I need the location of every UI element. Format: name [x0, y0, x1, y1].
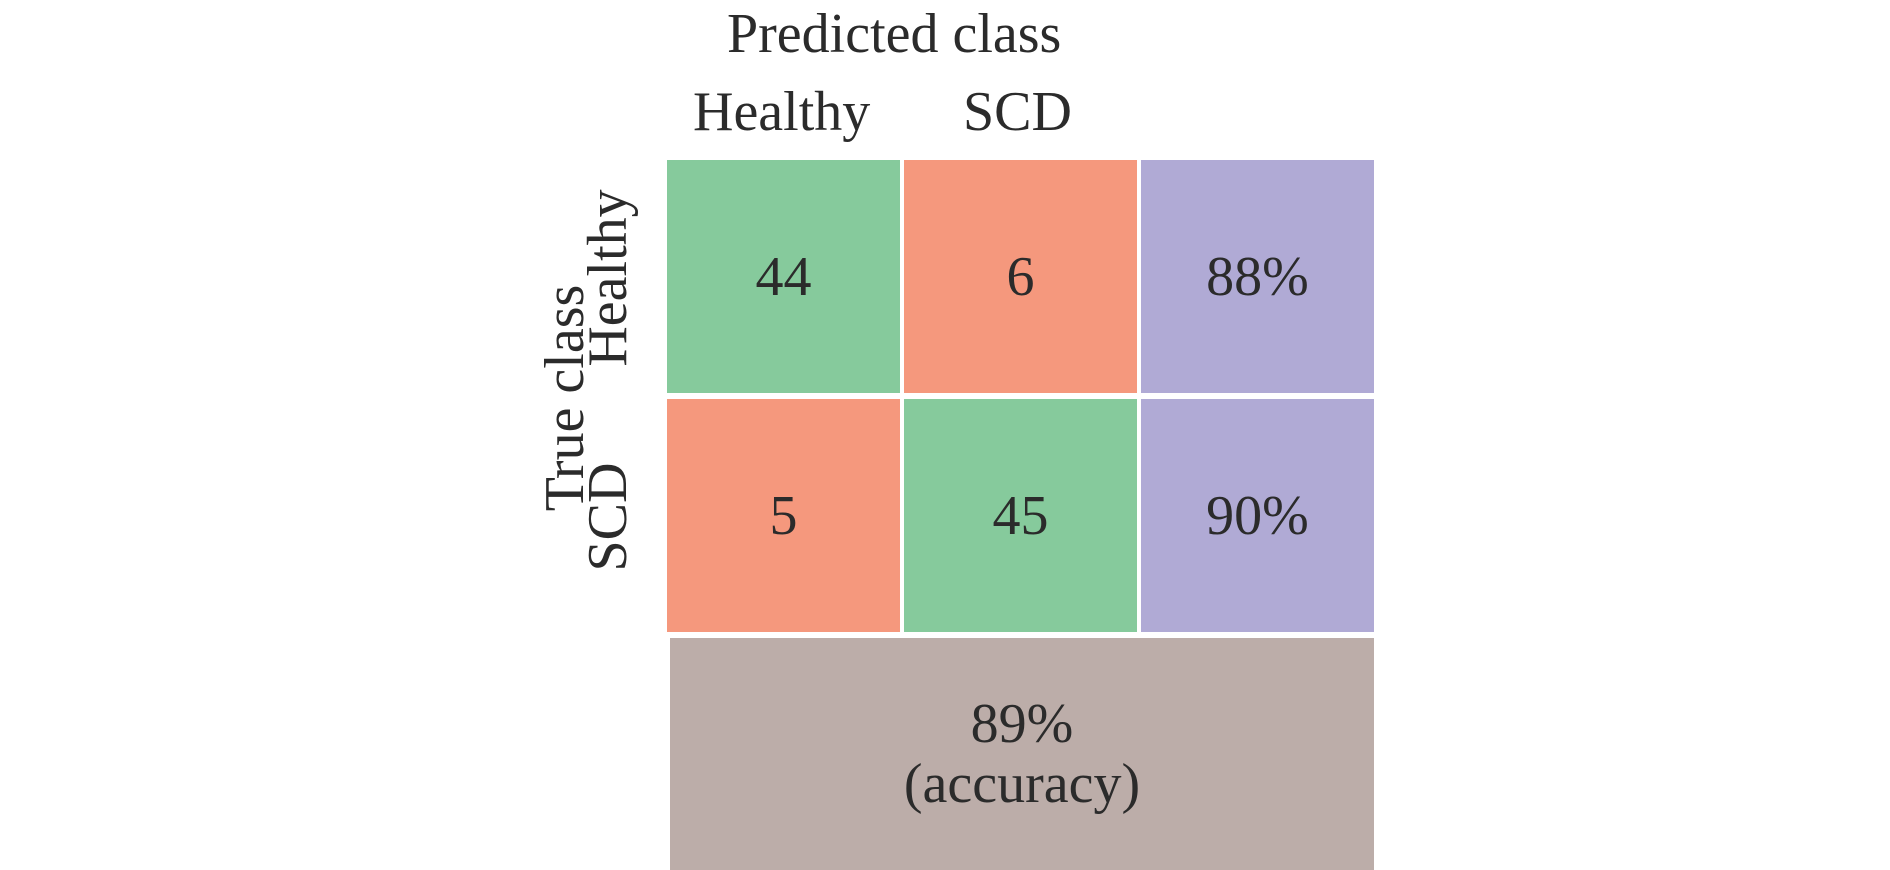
- cell-scd-rate: 90%: [1141, 399, 1374, 632]
- row-header-healthy: Healthy: [577, 189, 639, 367]
- column-header-scd: SCD: [963, 81, 1072, 143]
- cell-value: 90%: [1206, 484, 1309, 547]
- cell-value: 45: [992, 484, 1049, 547]
- accuracy-label: (accuracy): [903, 753, 1141, 815]
- cell-healthy-scd: 6: [904, 160, 1137, 393]
- cell-value: 44: [755, 245, 812, 308]
- cell-value: 5: [769, 484, 798, 547]
- row-header-scd: SCD: [577, 462, 639, 572]
- accuracy-value: 89%: [970, 693, 1074, 755]
- column-header-healthy: Healthy: [693, 81, 871, 143]
- cell-healthy-healthy: 44: [667, 160, 900, 393]
- cell-scd-healthy: 5: [667, 399, 900, 632]
- cell-scd-scd: 45: [904, 399, 1137, 632]
- cell-value: 6: [1006, 245, 1035, 308]
- cell-value: 88%: [1206, 245, 1309, 308]
- accuracy-cell: 89% (accuracy): [670, 638, 1374, 870]
- cell-healthy-rate: 88%: [1141, 160, 1374, 393]
- x-axis-label: Predicted class: [727, 3, 1062, 65]
